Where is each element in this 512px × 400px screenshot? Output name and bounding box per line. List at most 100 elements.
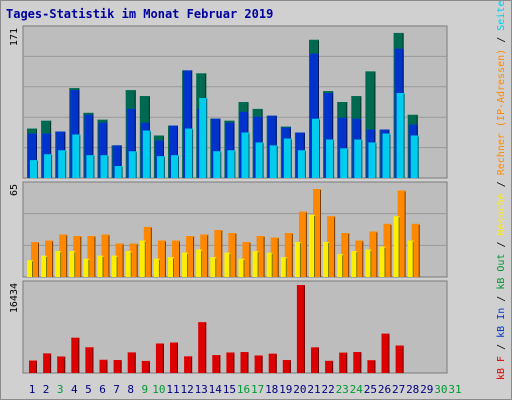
bar-seiten-day-23-edge — [347, 148, 349, 178]
bar-anfragen-day-5-top — [83, 112, 94, 114]
bar-dateien-day-8 — [126, 108, 136, 178]
bar-dateien-day-17-top — [253, 116, 263, 118]
bar-seiten-day-12 — [185, 128, 194, 178]
bar-besuche-day-19-top — [280, 257, 287, 259]
bar-anfragen-day-4-top — [69, 88, 80, 90]
x-tick-label-11: 11 — [166, 383, 179, 396]
bar-rechner-day-7-edge — [122, 243, 124, 277]
bar-kbf-day-18 — [268, 353, 277, 373]
bar-anfragen-day-17-top — [252, 108, 263, 110]
bar-rechner-day-16-edge — [249, 242, 251, 277]
bar-anfragen-day-25 — [365, 71, 376, 178]
bar-seiten-day-5 — [86, 155, 95, 178]
bar-besuche-day-26-top — [379, 246, 386, 248]
bar-besuche-day-11-top — [168, 257, 174, 259]
bar-rechner-day-5 — [87, 236, 96, 277]
bar-besuche-day-26-edge — [384, 246, 386, 277]
bar-seiten-day-20-top — [297, 150, 306, 152]
bar-rechner-day-25-top — [369, 231, 378, 233]
bar-rechner-day-12 — [186, 236, 195, 277]
bar-rechner-day-9-top — [143, 226, 152, 228]
bar-dateien-day-6 — [98, 122, 108, 178]
bar-seiten-day-24 — [354, 139, 363, 178]
bar-seiten-day-25 — [368, 142, 377, 178]
bar-besuche-day-19 — [280, 257, 287, 277]
bar-rechner-day-15 — [228, 233, 237, 277]
bar-besuche-day-14 — [210, 257, 217, 277]
bar-kbf-day-6-edge — [106, 359, 108, 373]
bar-dateien-day-25-top — [366, 129, 376, 131]
bar-dateien-day-9-top — [140, 122, 150, 124]
x-tick-label-16: 16 — [237, 383, 250, 396]
bar-dateien-day-21 — [310, 53, 319, 178]
bar-kbf-day-14 — [212, 355, 221, 373]
bar-dateien-day-14-top — [211, 118, 221, 120]
bar-seiten-day-14-edge — [220, 151, 222, 178]
bar-besuche-day-28-top — [407, 240, 414, 242]
bar-besuche-day-6-top — [97, 255, 104, 257]
bar-seiten-day-5-edge — [93, 155, 95, 178]
bar-kbf-day-23 — [339, 352, 348, 373]
bar-kbf-day-16-edge — [247, 352, 249, 373]
bar-rechner-day-13-edge — [207, 234, 209, 277]
bar-kbf-day-9 — [141, 360, 150, 373]
bar-seiten-day-18-edge — [276, 145, 278, 178]
bar-seiten-day-21 — [312, 118, 320, 178]
bar-besuche-day-11-edge — [173, 257, 174, 277]
bar-dateien-day-28-top — [408, 124, 418, 126]
bar-kbf-day-11 — [170, 342, 178, 373]
bar-rechner-day-22 — [327, 216, 336, 277]
bar-besuche-day-7 — [111, 255, 118, 277]
bar-anfragen-day-25-top — [365, 71, 376, 73]
bar-dateien-day-12 — [183, 70, 193, 178]
bar-seiten-day-15 — [227, 150, 236, 178]
bar-anfragen-day-16-top — [238, 102, 249, 104]
bar-dateien-day-8-top — [126, 108, 136, 110]
bar-kbf-day-2 — [43, 353, 52, 373]
bar-besuche-day-4 — [69, 251, 76, 277]
bar-rechner-day-27 — [397, 190, 406, 277]
bar-besuche-day-23-edge — [342, 254, 344, 277]
bar-dateien-day-16-top — [239, 111, 249, 113]
bar-rechner-day-4-edge — [80, 236, 82, 277]
bar-seiten-day-27 — [396, 93, 405, 178]
bar-seiten-day-14 — [213, 151, 222, 178]
bar-besuche-day-5 — [83, 258, 90, 277]
bar-seiten-day-25-top — [368, 142, 377, 144]
bar-rechner-day-13-top — [200, 234, 209, 236]
x-tick-label-14: 14 — [209, 383, 223, 396]
bar-kbf-day-14-edge — [219, 355, 221, 373]
bar-rechner-day-24-edge — [362, 240, 364, 277]
bar-besuche-day-21-top — [309, 214, 315, 216]
legend-entry: kB In — [496, 308, 507, 338]
x-tick-label-7: 7 — [113, 383, 120, 396]
bar-rechner-day-8 — [129, 243, 138, 277]
bar-rechner-day-15-top — [228, 233, 237, 235]
bar-seiten-day-25-edge — [375, 142, 377, 178]
bar-seiten-day-8 — [128, 151, 137, 178]
bar-dateien-day-23-top — [338, 117, 348, 119]
bar-besuche-day-15-edge — [229, 252, 231, 277]
bar-seiten-day-27-top — [396, 93, 405, 95]
bar-rechner-day-6-top — [101, 234, 110, 236]
bar-seiten-day-3-edge — [65, 150, 67, 178]
bar-dateien-day-18-top — [267, 115, 277, 117]
bar-seiten-day-13 — [199, 98, 208, 178]
x-tick-label-31: 31 — [448, 383, 461, 396]
bar-seiten-day-4-edge — [79, 134, 81, 178]
bar-dateien-day-1-top — [28, 133, 37, 135]
bar-seiten-day-18 — [269, 145, 278, 178]
bar-anfragen-day-28-top — [407, 114, 418, 116]
bar-besuche-day-4-edge — [74, 251, 76, 277]
legend-separator: / — [496, 235, 507, 253]
bar-seiten-day-16 — [241, 132, 250, 178]
bar-rechner-day-12-edge — [193, 236, 195, 277]
x-tick-label-5: 5 — [85, 383, 92, 396]
bar-dateien-day-3-top — [56, 131, 66, 133]
bar-seiten-day-21-top — [312, 118, 320, 120]
bar-kbf-day-6-top — [99, 359, 108, 361]
bar-kbf-day-4 — [71, 337, 80, 373]
bar-besuche-day-5-top — [83, 258, 90, 260]
bar-rechner-day-7 — [115, 243, 124, 277]
bar-rechner-day-22-edge — [334, 216, 336, 277]
